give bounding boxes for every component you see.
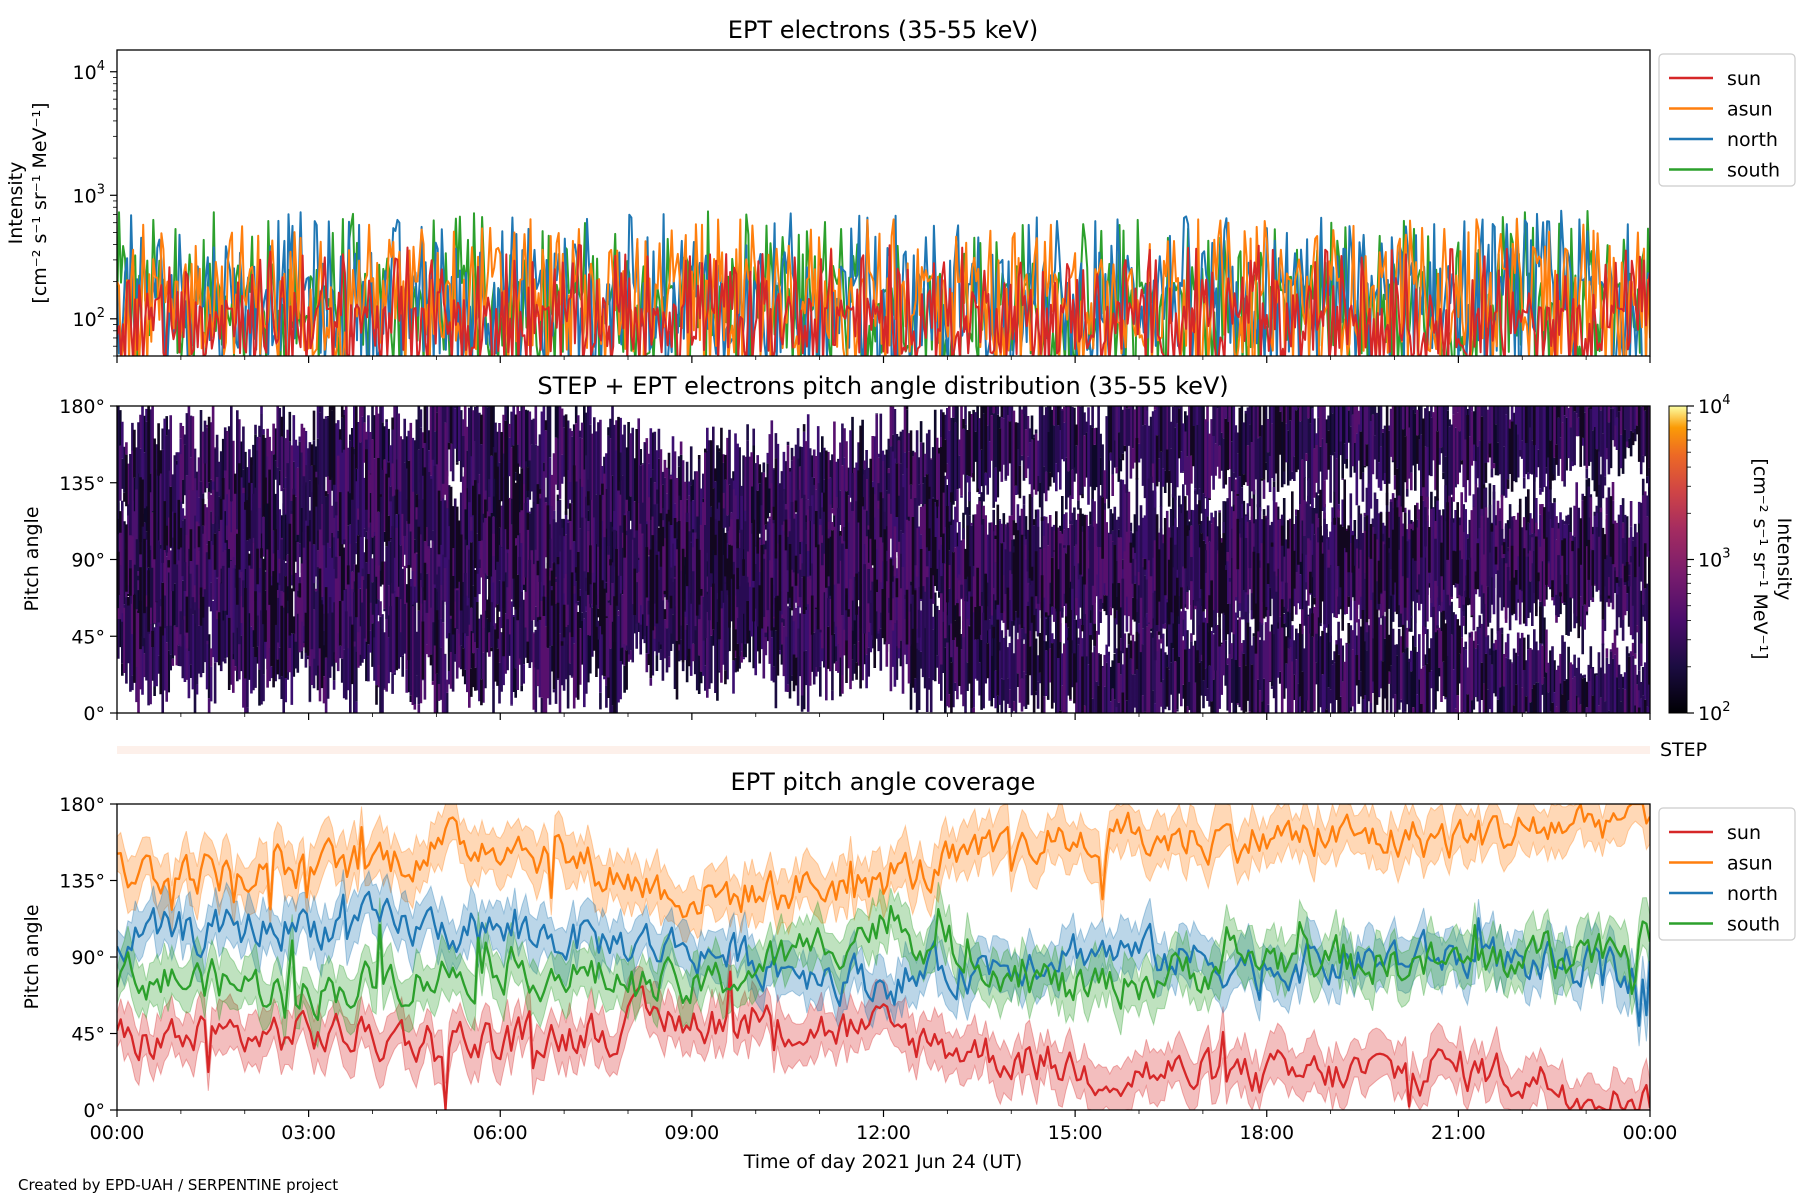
colorbar [1668, 405, 1688, 714]
x-tick-label: 00:00 [1623, 1122, 1678, 1144]
step-label: STEP [1660, 739, 1707, 761]
colorbar-tick-label: 104 [1698, 393, 1730, 418]
colorbar-label-line2: [cm⁻² s⁻¹ sr⁻¹ MeV⁻¹] [1749, 458, 1771, 659]
panel1-y-axis: 102 103 104 [73, 59, 117, 357]
legend-label-south: south [1727, 160, 1780, 182]
x-tick-label: 03:00 [281, 1122, 336, 1144]
series-line-asun [117, 804, 1650, 919]
y-tick-label: 135° [59, 473, 105, 495]
series-line-sun [117, 244, 1650, 356]
panel1-x-axis [116, 356, 1651, 363]
panel2-x-axis [116, 713, 1651, 720]
panel-pad: STEP + EPT electrons pitch angle distrib… [21, 372, 1795, 725]
legend-label-north: north [1727, 883, 1778, 905]
y-tick-label: 180° [59, 794, 105, 816]
panel4-legend: sun asun north south [1658, 807, 1796, 941]
x-tick-label: 00:00 [90, 1122, 145, 1144]
x-tick-label: 06:00 [473, 1122, 528, 1144]
series-line-sun [117, 970, 1650, 1110]
panel-coverage: EPT pitch angle coverage 0° 45° 90° 135° 180… [21, 768, 1796, 1173]
colorbar-label: Intensity [cm⁻² s⁻¹ sr⁻¹ MeV⁻¹] [1749, 458, 1795, 659]
x-tick-label: 18:00 [1239, 1122, 1294, 1144]
panel2-heatmap [117, 406, 1650, 713]
panel4-legend-box [1658, 807, 1796, 941]
legend-label-asun: asun [1727, 99, 1773, 121]
step-strip [117, 746, 1650, 754]
panel4-bands [117, 804, 1650, 1110]
x-tick-label: 15:00 [1048, 1122, 1103, 1144]
panel1-legend: sun asun north south [1658, 53, 1796, 187]
heatmap-cells [119, 406, 1650, 713]
x-tick-label: 12:00 [856, 1122, 911, 1144]
y-tick-label: 0° [83, 1100, 105, 1122]
panel2-y-axis: 0° 45° 90° 135° 180° [59, 396, 117, 725]
panel1-title: EPT electrons (35-55 keV) [728, 16, 1038, 44]
panel-intensity: EPT electrons (35-55 keV) 102 103 104 Inte… [5, 16, 1796, 363]
y-tick-label: 104 [73, 59, 105, 84]
panel1-ylabel: Intensity [cm⁻² s⁻¹ sr⁻¹ MeV⁻¹] [5, 102, 51, 303]
y-tick-label: 90° [71, 947, 105, 969]
colorbar-label-line1: Intensity [1773, 518, 1795, 601]
panel4-y-axis: 0° 45° 90° 135° 180° [59, 794, 117, 1122]
y-tick-label: 180° [59, 396, 105, 418]
credit-text: Created by EPD-UAH / SERPENTINE project [18, 1176, 338, 1194]
legend-label-north: north [1727, 129, 1778, 151]
panel1-legend-box [1658, 53, 1796, 187]
series-band-asun [117, 804, 1650, 944]
legend-label-asun: asun [1727, 853, 1773, 875]
panel4-title: EPT pitch angle coverage [731, 768, 1036, 796]
heatmap-cells [119, 406, 1650, 713]
y-tick-label: 103 [73, 182, 105, 207]
y-tick-label: 45° [71, 626, 105, 648]
legend-label-south: south [1727, 914, 1780, 936]
y-tick-label: 0° [83, 703, 105, 725]
colorbar-ticks: 102 103 104 [1687, 393, 1730, 725]
panel-step: STEP [117, 739, 1707, 761]
panel2-ylabel: Pitch angle [21, 506, 43, 611]
panel4-ylabel: Pitch angle [21, 904, 43, 1009]
panel1-series-group [117, 209, 1650, 356]
panel1-ylabel-line2: [cm⁻² s⁻¹ sr⁻¹ MeV⁻¹] [29, 102, 51, 303]
panel4-series-group [117, 804, 1650, 1110]
x-axis-label: Time of day 2021 Jun 24 (UT) [743, 1151, 1023, 1173]
legend-label-sun: sun [1727, 822, 1761, 844]
series-line-north [117, 890, 1650, 1027]
panel4-x-axis: 00:00 03:00 06:00 09:00 12:00 15:00 18:00 21:00… [90, 1110, 1678, 1144]
colorbar-tick-label: 102 [1698, 700, 1730, 725]
y-tick-label: 45° [71, 1024, 105, 1046]
panel1-ylabel-line1: Intensity [5, 162, 27, 245]
series-band-north [117, 869, 1650, 1047]
y-tick-label: 102 [73, 306, 105, 331]
series-band-sun [117, 948, 1650, 1110]
x-tick-label: 09:00 [664, 1122, 719, 1144]
y-tick-label: 135° [59, 871, 105, 893]
series-line-south [117, 904, 1650, 1022]
x-tick-label: 21:00 [1431, 1122, 1486, 1144]
panel2-title: STEP + EPT electrons pitch angle distrib… [537, 372, 1228, 400]
heatmap-cells [117, 406, 1650, 713]
legend-label-sun: sun [1727, 68, 1761, 90]
y-tick-label: 90° [71, 550, 105, 572]
colorbar-tick-label: 103 [1698, 547, 1730, 572]
